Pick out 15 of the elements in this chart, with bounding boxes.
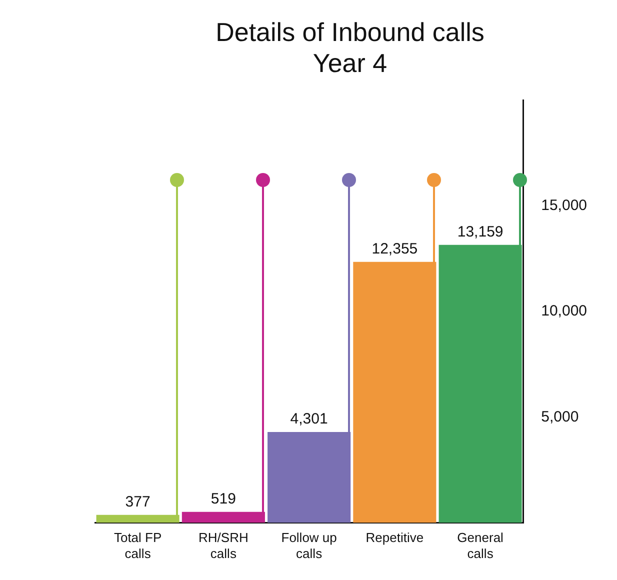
y-tick-label: 5,000 <box>541 408 579 426</box>
data-label: 519 <box>210 490 236 508</box>
chart-title: Details of Inbound calls <box>216 16 484 47</box>
data-label: 377 <box>125 493 150 510</box>
x-tick-label: Follow up calls <box>281 530 337 561</box>
y-tick-label: 15,000 <box>541 197 588 214</box>
x-tick-label: General calls <box>457 530 504 561</box>
x-tick-label: Total FP calls <box>114 530 162 561</box>
data-label: 13,159 <box>457 224 504 241</box>
x-tick-label: Repetitive <box>366 530 424 546</box>
data-label: 4,301 <box>290 410 328 428</box>
data-label: 12,355 <box>372 240 418 258</box>
x-tick-label: RH/SRH calls <box>198 530 248 561</box>
chart-subtitle: Year 4 <box>312 48 388 78</box>
y-tick-label: 10,000 <box>541 302 588 320</box>
